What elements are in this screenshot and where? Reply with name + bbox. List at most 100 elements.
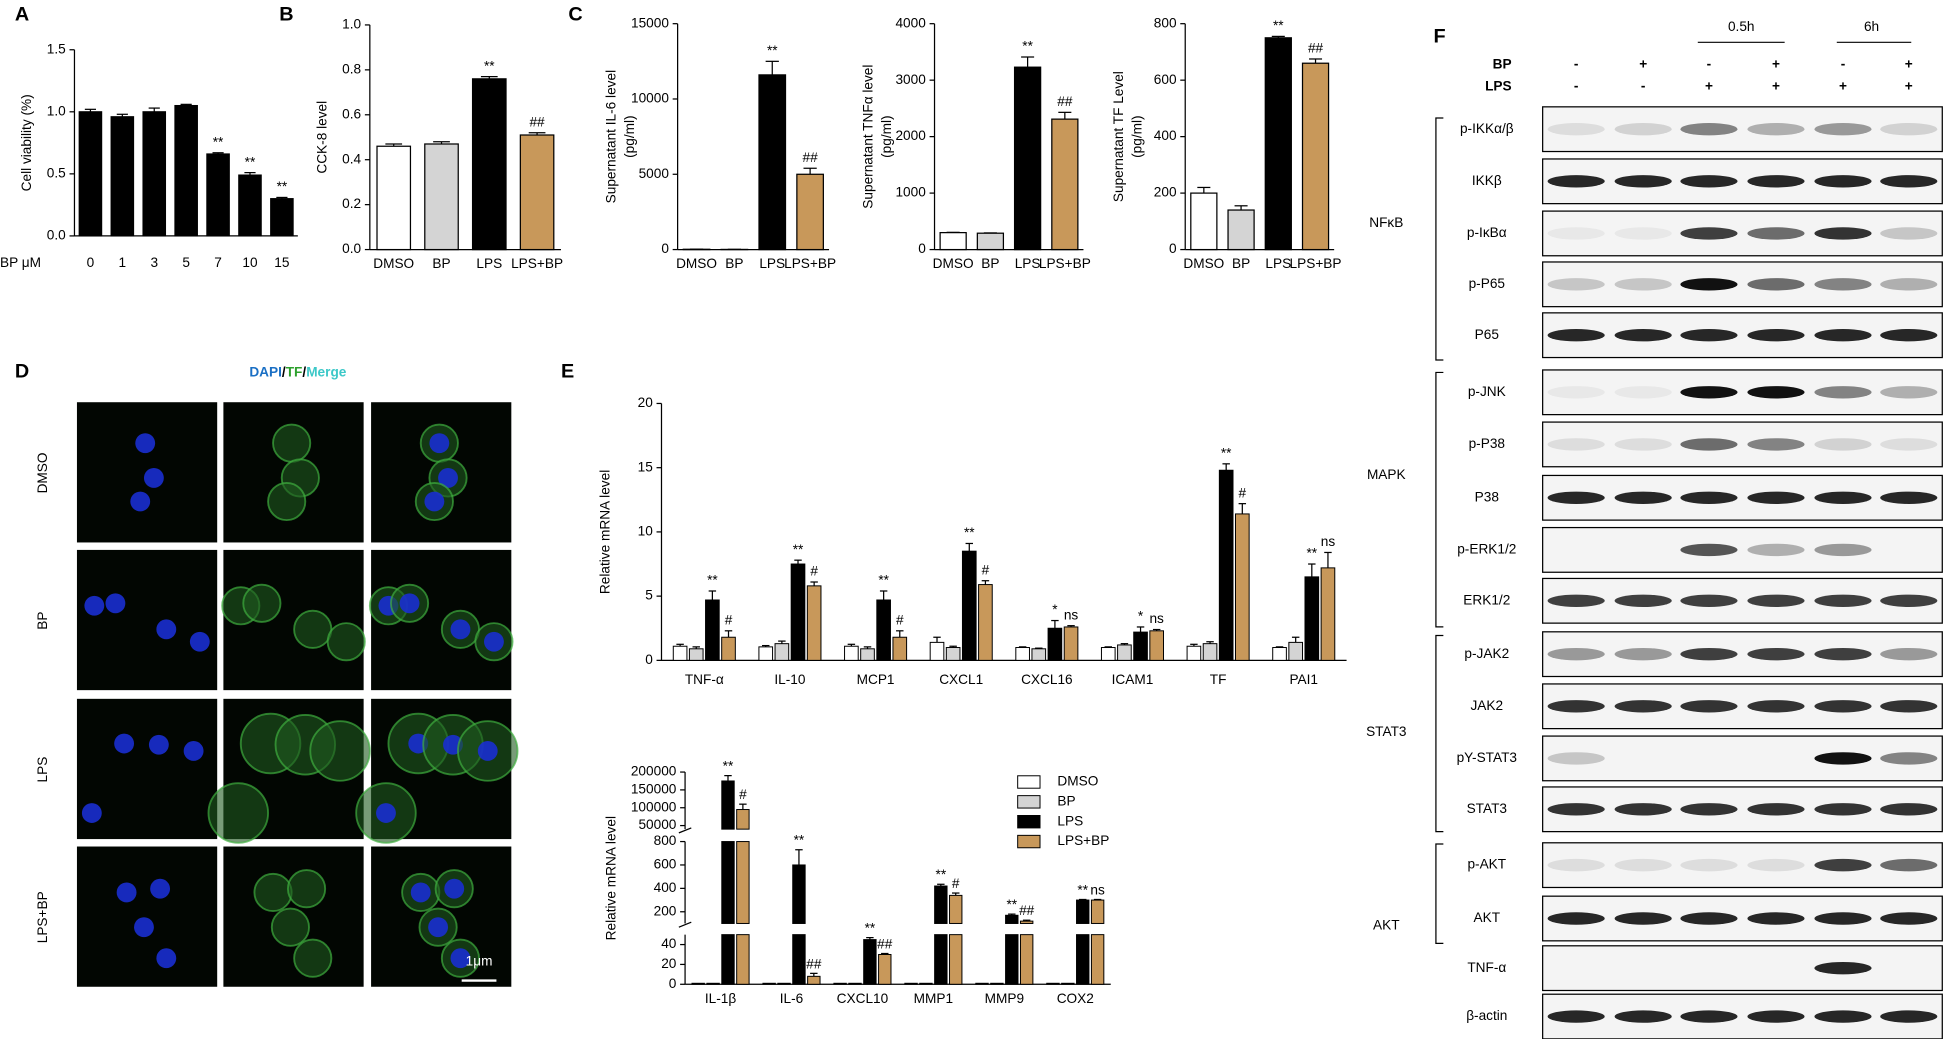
bar [790,563,806,661]
nucleus [150,878,171,899]
significance-label: ** [936,867,947,882]
band [1747,803,1805,816]
band [1680,858,1738,872]
band [1814,175,1872,188]
x-tick-label: MMP1 [914,991,953,1006]
bar [1149,630,1165,661]
significance-label: ** [484,58,495,73]
y-axis-label: CCK-8 level [314,101,329,174]
significance-label: ## [1019,903,1035,918]
y-tick-label: 15 [638,459,654,474]
nucleus [438,467,458,488]
band [1747,700,1805,713]
y-tick-label: 600 [1154,72,1177,87]
band [1747,227,1805,240]
x-tick-label: DMSO [1183,256,1224,271]
cell [293,609,333,649]
bar [1264,37,1292,251]
y-axis-label: Supernatant TNFα level [860,65,875,209]
bar [1272,647,1287,661]
band [1680,386,1738,399]
row-label: DMSO [35,452,50,493]
error-bar [810,581,818,586]
blot-strip [1542,158,1943,205]
error-bar [1238,503,1247,514]
band [1747,438,1805,451]
error-bar [1120,643,1129,645]
nucleus [156,948,177,969]
significance-label: ## [1057,94,1073,109]
band [1615,962,1672,974]
nucleus [116,882,137,903]
x-axis-label: BP μM [0,255,41,270]
error-bar [879,590,888,600]
bar [174,104,198,237]
bar [78,111,103,237]
band [1747,543,1805,557]
y-axis-label: (pg/ml) [879,115,894,157]
y-tick-label: 0 [669,976,677,991]
error-bar [1324,551,1332,568]
bar [206,153,230,237]
error-bar [528,132,546,136]
significance-label: # [952,876,960,891]
significance-label: ## [1308,41,1324,56]
y-axis-label: (pg/ml) [622,115,637,157]
lane-sign: + [1772,56,1780,71]
error-bar [724,775,732,781]
error-bar [1271,35,1285,38]
band [1880,175,1938,188]
bar [1063,626,1079,661]
band [1614,438,1672,451]
group-bracket [1435,371,1444,628]
band [1880,752,1938,765]
band-label: p-AKT [1467,857,1506,872]
bar [705,599,720,661]
band [1880,438,1938,451]
band-label: p-P65 [1469,276,1506,291]
y-tick-label: 0.5 [47,165,66,180]
legend-label: LPS [1057,813,1083,828]
error-bar [676,643,684,647]
significance-label: # [739,787,747,802]
error-bar [949,645,957,648]
x-tick-label: CXCL1 [939,672,983,687]
band [1747,647,1805,661]
bar-segment [1076,899,1090,924]
nucleus [183,741,204,761]
y-tick-label: 15000 [631,15,669,30]
nucleus [429,433,450,454]
significance-label: ** [964,525,975,540]
band [1548,544,1605,556]
band [1880,803,1938,816]
bar [1186,645,1202,661]
lane-sign: - [1641,79,1646,94]
x-tick-label: 0 [87,255,95,270]
band-label: P38 [1475,489,1499,504]
y-tick-label: 400 [654,880,677,895]
band [1747,278,1805,291]
y-tick-label: 1.0 [342,17,361,32]
x-tick-label: ICAM1 [1112,672,1154,687]
x-tick-label: IL-1β [705,991,737,1006]
significance-label: # [896,612,904,627]
band [1547,1010,1605,1023]
nucleus [143,467,164,488]
significance-label: # [1239,485,1247,500]
band [1880,1010,1938,1023]
blot-strip [1542,631,1943,678]
nucleus [424,491,445,512]
band [1814,858,1872,872]
nucleus [156,619,177,640]
x-tick-label: DMSO [933,256,974,271]
cell [253,872,293,912]
error-bar [1291,636,1300,643]
lane-sign: + [1639,56,1647,71]
x-tick-label: TNF-α [685,672,724,687]
y-tick-label: 0.2 [342,196,361,211]
bar [774,643,790,661]
significance-label: ** [1273,18,1284,33]
error-bar [1136,626,1145,633]
bar-segment [736,934,750,985]
group-label: MAPK [1367,467,1406,482]
